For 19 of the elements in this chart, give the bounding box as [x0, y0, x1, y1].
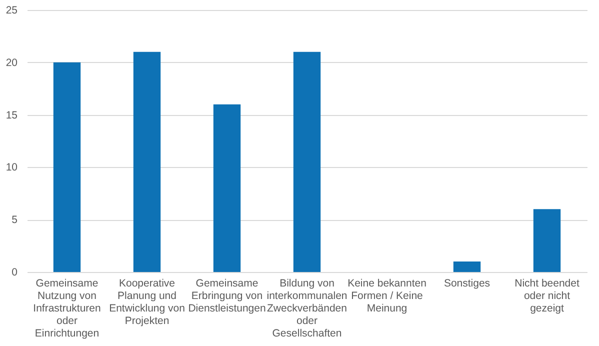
y-tick-label: 0	[12, 266, 18, 278]
y-tick-label: 25	[6, 4, 18, 16]
bar	[293, 52, 321, 272]
x-tick-label: Kooperative Planung und Entwicklung von Projekten	[109, 278, 186, 327]
y-tick-label: 10	[6, 162, 18, 174]
bar	[133, 52, 161, 272]
bar	[533, 209, 561, 272]
y-tick-label: 20	[6, 56, 18, 69]
x-tick-label: Gemeinsame Erbringung von Dienstleistungen	[188, 278, 266, 314]
bar	[53, 62, 81, 272]
x-tick-label: Bildung von interkommunalen Zweckverbänden oder Gesellschaften	[266, 278, 348, 340]
x-tick-label: Gemeinsame Nutzung von Infrastrukturen oder Einrichtungen	[33, 278, 102, 340]
bar	[213, 104, 241, 272]
x-tick-label: Keine bekannten Formen / Keine Meinung	[348, 278, 427, 314]
bar	[453, 262, 481, 272]
y-tick-label: 15	[6, 109, 18, 122]
y-tick-label: 5	[12, 214, 18, 226]
x-tick-label: Sonstiges	[444, 278, 490, 290]
x-tick-label: Nicht beendet oder nicht gezeigt	[514, 278, 580, 314]
